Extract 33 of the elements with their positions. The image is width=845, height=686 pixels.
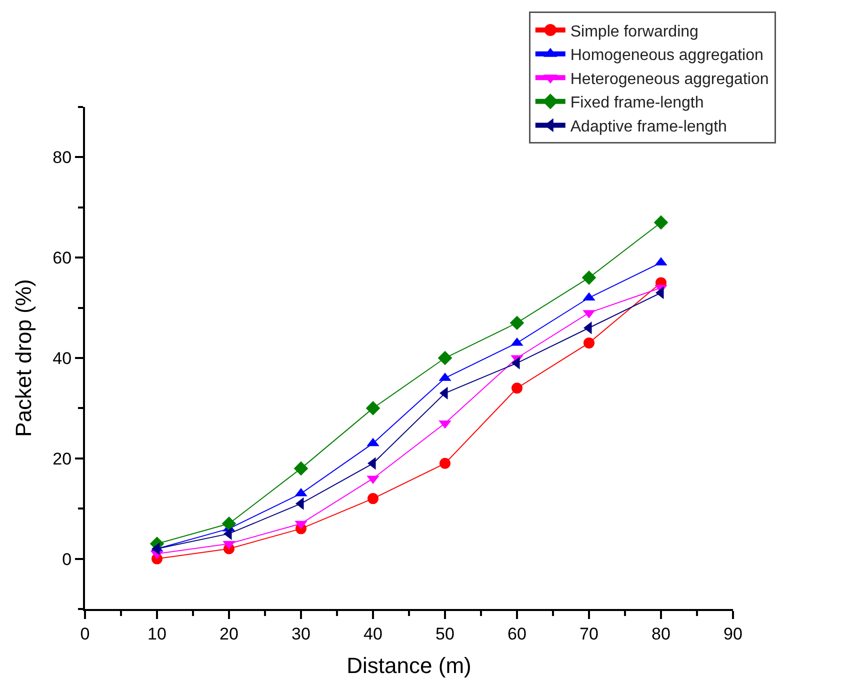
x-tick-label: 80 [652, 624, 670, 644]
point [294, 461, 308, 476]
point [438, 350, 452, 366]
legend-label: Homogeneous aggregation [570, 47, 764, 64]
y-tick-label: 0 [62, 550, 72, 569]
point [584, 337, 594, 348]
point [510, 316, 524, 330]
x-tick-label: 0 [80, 624, 90, 644]
y-tick-label: 80 [52, 148, 72, 168]
point [582, 270, 596, 285]
point [366, 401, 380, 416]
y-tick-label: 60 [52, 248, 72, 268]
x-tick-label: 70 [580, 624, 598, 644]
x-tick-label: 40 [364, 624, 382, 644]
x-axis-title: Distance (m) [346, 652, 472, 678]
point [654, 215, 668, 230]
point [222, 516, 236, 531]
x-tick-label: 60 [508, 624, 526, 644]
point [368, 493, 378, 504]
point [512, 382, 522, 394]
x-tick-label: 10 [148, 624, 166, 644]
x-tick-label: 30 [292, 624, 310, 644]
y-tick-label: 40 [52, 348, 72, 368]
y-tick-label: 20 [52, 449, 72, 468]
x-tick-label: 50 [436, 624, 454, 644]
x-tick-label: 20 [220, 624, 238, 644]
legend-label: Fixed frame-length [570, 94, 704, 112]
legend-label: Simple forwarding [570, 23, 698, 40]
y-axis-title: Packet drop (%) [10, 279, 36, 437]
legend-label: Adaptive frame-length [570, 118, 727, 136]
legend-label: Heterogeneous aggregation [570, 70, 769, 88]
x-tick-label: 90 [724, 624, 742, 644]
point [440, 458, 450, 469]
